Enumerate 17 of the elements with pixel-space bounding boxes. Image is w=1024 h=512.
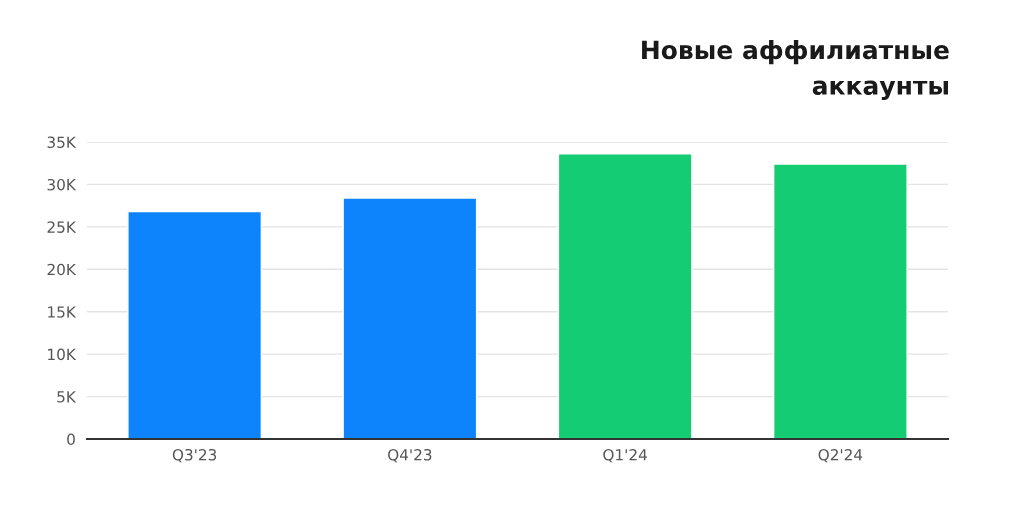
chart-title: Новые аффилиатные аккаунты	[642, 40, 949, 100]
bar	[127, 210, 263, 439]
y-tick-label: 30K	[47, 178, 77, 191]
x-tick-label: Q4'23	[388, 448, 432, 463]
x-tick-label: Q2'24	[818, 448, 863, 463]
y-tick-label: 0	[67, 433, 75, 446]
y-tick-label: 35K	[47, 136, 77, 149]
y-tick-label: 20K	[47, 263, 77, 276]
x-tick-label: Q3'23	[172, 448, 217, 463]
y-tick-label: 5K	[57, 391, 77, 403]
bar	[342, 197, 478, 439]
y-tick-label: 10K	[48, 348, 77, 361]
bar	[772, 163, 908, 439]
x-tick-label: Q1'24	[603, 448, 647, 463]
y-tick-label: 15K	[48, 306, 77, 318]
bar	[557, 153, 693, 439]
y-tick-label: 25K	[47, 221, 77, 233]
